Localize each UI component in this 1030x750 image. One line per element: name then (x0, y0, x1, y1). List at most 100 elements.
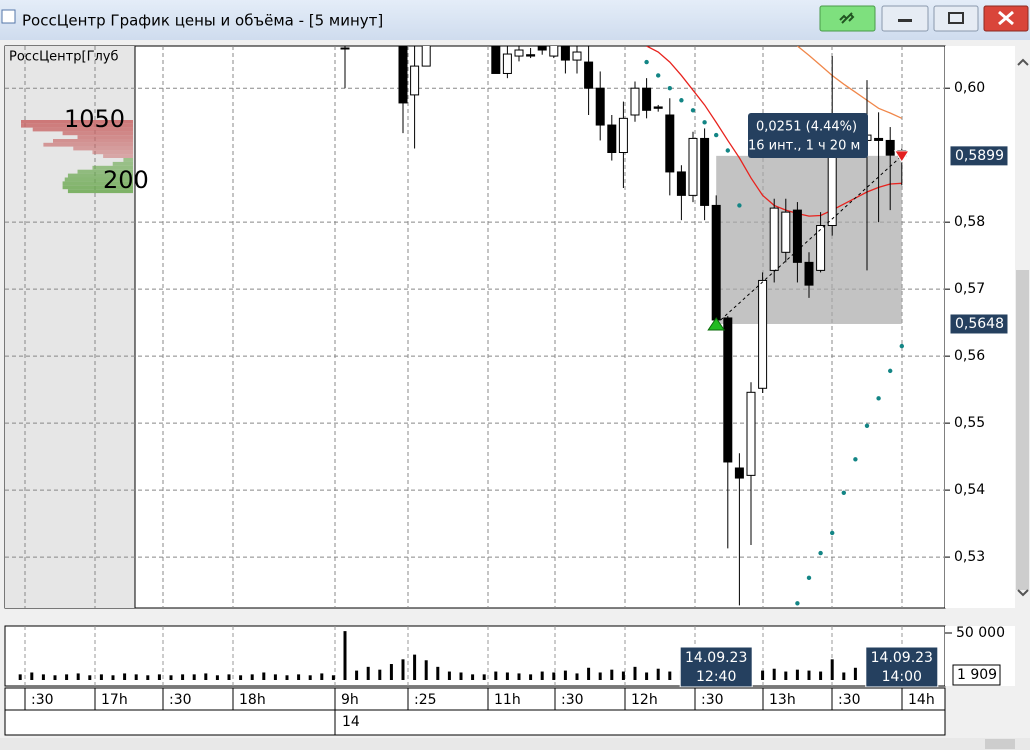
volume-bar (215, 675, 219, 680)
volume-bar (610, 669, 614, 680)
volume-tick-label: 50 000 (956, 625, 1005, 641)
time-tag (865, 646, 939, 688)
volume-bar (366, 666, 370, 680)
volume-bar (331, 675, 335, 680)
sar-dot (876, 396, 881, 401)
volume-bar (65, 674, 69, 680)
sar-dot (853, 457, 858, 462)
candle-body (607, 124, 617, 154)
scroll-arrows (1017, 58, 1029, 597)
volume-pane (4, 625, 946, 687)
volume-bar (436, 666, 440, 680)
volume-bar (41, 674, 45, 680)
volume-bar (587, 667, 591, 680)
volume-bar (772, 668, 776, 680)
candle-body (421, 46, 431, 67)
sar-dot (806, 575, 812, 581)
minimize-button[interactable] (881, 5, 929, 32)
volume-bar (262, 672, 266, 680)
sar-dot (864, 423, 870, 429)
price-tag-label: 0,5899 (955, 148, 1004, 164)
end-marker (893, 150, 910, 163)
candle-body (630, 87, 640, 116)
tooltip-change: 0,0251 (4.44%) (756, 120, 857, 135)
sar-dot (725, 148, 730, 153)
sar-dot (818, 550, 823, 556)
candle-body (676, 171, 686, 196)
volume-bar (169, 675, 173, 680)
candle-body (502, 53, 512, 74)
volume-bar (111, 675, 115, 680)
bid-bar (112, 161, 133, 166)
volume-bar (18, 674, 22, 680)
candle-body (398, 46, 408, 104)
volume-bar (645, 672, 649, 680)
bid-bar (77, 169, 133, 174)
ask-bar (103, 154, 133, 158)
volume-bar (192, 674, 196, 680)
volume-bar (494, 671, 498, 680)
volume-bar (668, 671, 672, 680)
sar-dot (679, 98, 684, 103)
maximize-button[interactable] (933, 5, 979, 32)
volume-bar (157, 674, 161, 680)
volume-bar (239, 675, 243, 680)
sar-dot (714, 132, 719, 138)
candle-body (549, 46, 559, 57)
volume-bar (540, 671, 544, 680)
volume-bar (621, 671, 625, 680)
ask-bar (62, 131, 133, 136)
volume-bar (297, 674, 301, 680)
candle-body (491, 46, 501, 74)
volume-bar (807, 670, 811, 680)
volume-bar (656, 668, 660, 680)
volume-bar (819, 671, 823, 680)
bid-bar (62, 185, 133, 190)
candle-body (781, 211, 791, 253)
volume-bar (482, 674, 486, 680)
ask-bar (21, 120, 133, 124)
volume-bar (123, 673, 127, 680)
time-tag-label: 14:00 (882, 669, 922, 685)
y-tick-label: 0,58 (954, 214, 985, 230)
h-scroll-thumb[interactable] (985, 739, 1015, 749)
volume-bar (761, 670, 765, 680)
volume-bar (76, 673, 80, 680)
y-tick-label: 0,53 (954, 549, 985, 565)
sar-dot (702, 120, 707, 125)
candle-body (711, 204, 721, 321)
tooltip-span: 16 инт., 1 ч 20 м (748, 139, 860, 154)
ask-label: 1050 (64, 105, 125, 133)
volume-bar (355, 670, 359, 680)
window-title: РоссЦентр График цены и объёма - [5 мину… (22, 12, 383, 30)
x-tick-label: 13h (769, 692, 796, 708)
ask-bar (21, 123, 133, 128)
sar-dot (795, 601, 800, 606)
link-icon (839, 12, 855, 24)
candle-body (665, 114, 675, 173)
candle-body (746, 391, 756, 476)
volume-bar (320, 673, 324, 680)
candle-body (514, 49, 524, 57)
v-scroll-thumb[interactable] (1016, 270, 1029, 590)
maximize-icon (948, 12, 964, 24)
candle-body (560, 46, 570, 61)
volume-bar (552, 672, 556, 680)
volume-bar (505, 672, 509, 680)
candle-body (874, 137, 884, 141)
price-tag (949, 145, 1009, 167)
candle-body (758, 279, 768, 389)
candle-body (526, 54, 536, 57)
ask-bar (43, 142, 133, 147)
candle-body (804, 261, 814, 286)
x-tick-label: :30 (561, 692, 584, 708)
h-scrollbar[interactable] (0, 738, 1030, 750)
volume-bar (146, 675, 150, 680)
volume-plot (18, 631, 904, 680)
volume-bar (273, 674, 277, 680)
volume-bar (853, 667, 857, 680)
x-tick-label: 12h (631, 692, 658, 708)
volume-bar (830, 659, 834, 680)
